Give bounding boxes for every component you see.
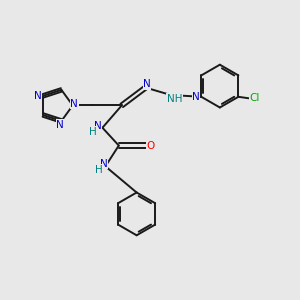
Text: N: N — [56, 119, 64, 130]
Text: N: N — [100, 159, 108, 169]
Text: Cl: Cl — [250, 93, 260, 103]
Text: NH: NH — [167, 94, 182, 103]
Text: O: O — [147, 140, 155, 151]
Text: N: N — [192, 92, 200, 102]
Text: N: N — [94, 121, 102, 131]
Text: N: N — [143, 79, 151, 89]
Text: N: N — [34, 91, 42, 101]
Text: H: H — [95, 165, 103, 175]
Text: H: H — [89, 127, 97, 136]
Text: N: N — [70, 99, 78, 109]
